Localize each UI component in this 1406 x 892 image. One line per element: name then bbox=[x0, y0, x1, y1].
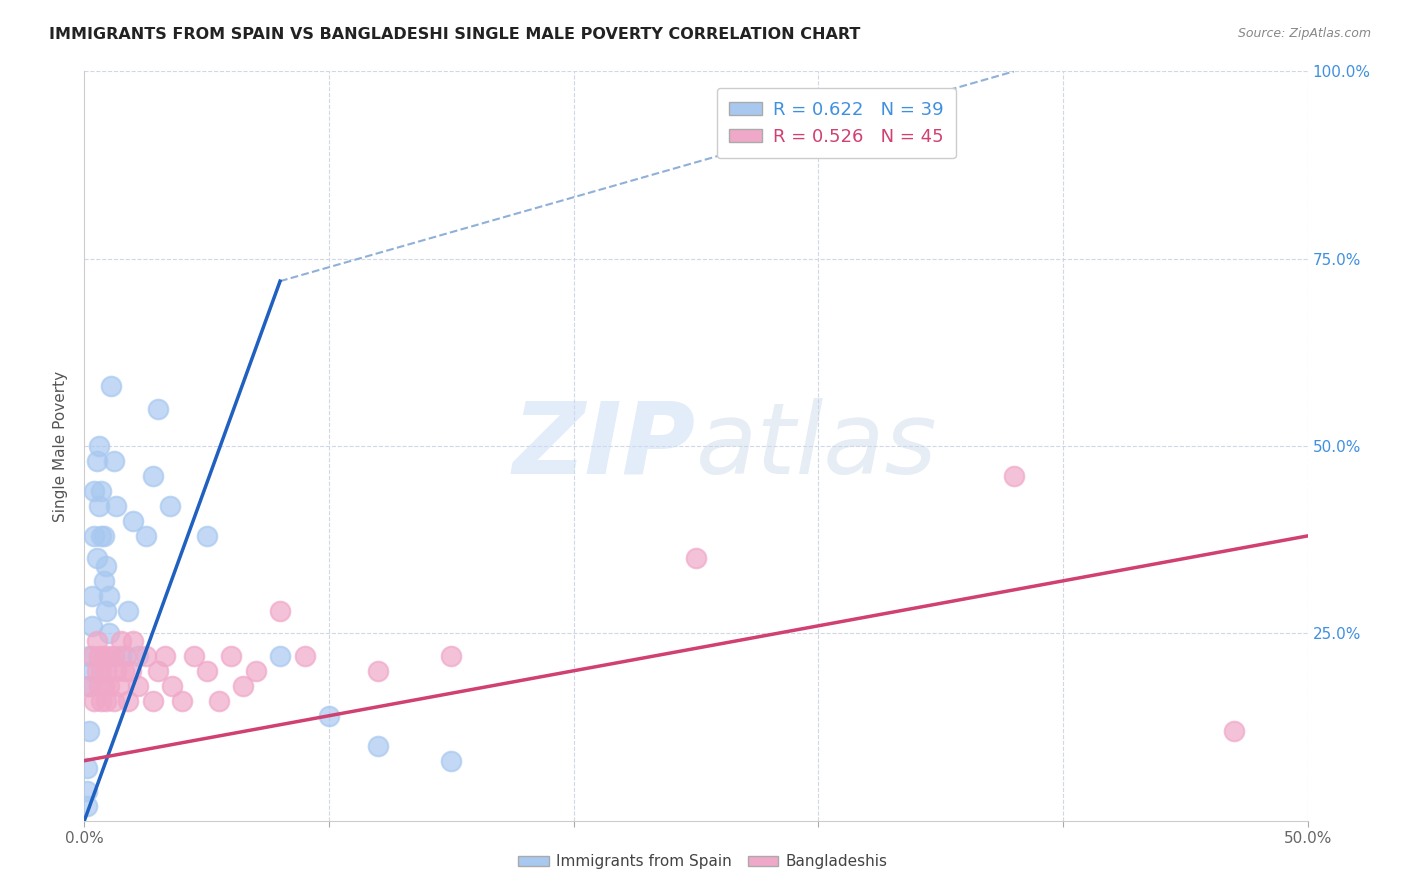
Point bbox=[232, 679, 254, 693]
Point bbox=[195, 664, 218, 678]
Point bbox=[76, 783, 98, 797]
Point bbox=[685, 551, 707, 566]
Point bbox=[96, 604, 118, 618]
Point bbox=[97, 648, 120, 663]
Point bbox=[103, 648, 125, 663]
Point bbox=[440, 648, 463, 663]
Point bbox=[83, 694, 105, 708]
Point bbox=[117, 694, 139, 708]
Point bbox=[80, 664, 103, 678]
Point bbox=[269, 604, 291, 618]
Point bbox=[86, 664, 108, 678]
Point bbox=[269, 648, 291, 663]
Point bbox=[1223, 723, 1246, 738]
Point bbox=[245, 664, 267, 678]
Point bbox=[80, 619, 103, 633]
Point bbox=[97, 679, 120, 693]
Point bbox=[318, 708, 340, 723]
Y-axis label: Single Male Poverty: Single Male Poverty bbox=[53, 370, 69, 522]
Point bbox=[97, 626, 120, 640]
Point bbox=[440, 754, 463, 768]
Point bbox=[96, 664, 118, 678]
Point bbox=[90, 694, 112, 708]
Point bbox=[107, 679, 129, 693]
Point bbox=[100, 379, 122, 393]
Point bbox=[76, 761, 98, 775]
Point bbox=[97, 589, 120, 603]
Point bbox=[90, 529, 112, 543]
Point bbox=[83, 483, 105, 498]
Point bbox=[294, 648, 316, 663]
Point bbox=[162, 679, 184, 693]
Text: ZIP: ZIP bbox=[513, 398, 696, 494]
Point bbox=[159, 499, 181, 513]
Point bbox=[103, 454, 125, 468]
Point bbox=[142, 694, 165, 708]
Point bbox=[208, 694, 231, 708]
Point bbox=[86, 551, 108, 566]
Point bbox=[90, 483, 112, 498]
Point bbox=[77, 723, 100, 738]
Point bbox=[172, 694, 194, 708]
Point bbox=[127, 679, 149, 693]
Point bbox=[93, 574, 115, 588]
Point bbox=[80, 648, 103, 663]
Point bbox=[83, 529, 105, 543]
Point bbox=[135, 648, 157, 663]
Legend: Immigrants from Spain, Bangladeshis: Immigrants from Spain, Bangladeshis bbox=[512, 848, 894, 875]
Point bbox=[87, 499, 110, 513]
Point bbox=[110, 633, 132, 648]
Point bbox=[146, 401, 169, 416]
Point bbox=[367, 664, 389, 678]
Point bbox=[80, 589, 103, 603]
Point bbox=[87, 679, 110, 693]
Text: IMMIGRANTS FROM SPAIN VS BANGLADESHI SINGLE MALE POVERTY CORRELATION CHART: IMMIGRANTS FROM SPAIN VS BANGLADESHI SIN… bbox=[49, 27, 860, 42]
Point bbox=[96, 694, 118, 708]
Point bbox=[112, 664, 135, 678]
Point bbox=[77, 679, 100, 693]
Point bbox=[1002, 469, 1025, 483]
Point bbox=[153, 648, 176, 663]
Point bbox=[367, 739, 389, 753]
Point bbox=[87, 648, 110, 663]
Point bbox=[90, 664, 112, 678]
Point bbox=[77, 648, 100, 663]
Point bbox=[110, 648, 132, 663]
Point bbox=[77, 679, 100, 693]
Point bbox=[105, 499, 128, 513]
Point bbox=[219, 648, 242, 663]
Point bbox=[96, 558, 118, 573]
Point bbox=[183, 648, 205, 663]
Text: Source: ZipAtlas.com: Source: ZipAtlas.com bbox=[1237, 27, 1371, 40]
Point bbox=[87, 439, 110, 453]
Point bbox=[103, 694, 125, 708]
Point bbox=[76, 798, 98, 813]
Point bbox=[105, 664, 128, 678]
Point bbox=[93, 679, 115, 693]
Point bbox=[127, 648, 149, 663]
Legend: R = 0.622   N = 39, R = 0.526   N = 45: R = 0.622 N = 39, R = 0.526 N = 45 bbox=[717, 88, 956, 158]
Point bbox=[86, 454, 108, 468]
Point bbox=[195, 529, 218, 543]
Point bbox=[135, 529, 157, 543]
Point bbox=[93, 529, 115, 543]
Point bbox=[120, 664, 142, 678]
Point bbox=[146, 664, 169, 678]
Point bbox=[93, 648, 115, 663]
Point bbox=[115, 648, 138, 663]
Point bbox=[122, 633, 145, 648]
Point bbox=[117, 604, 139, 618]
Point bbox=[86, 633, 108, 648]
Text: atlas: atlas bbox=[696, 398, 938, 494]
Point bbox=[142, 469, 165, 483]
Point bbox=[122, 514, 145, 528]
